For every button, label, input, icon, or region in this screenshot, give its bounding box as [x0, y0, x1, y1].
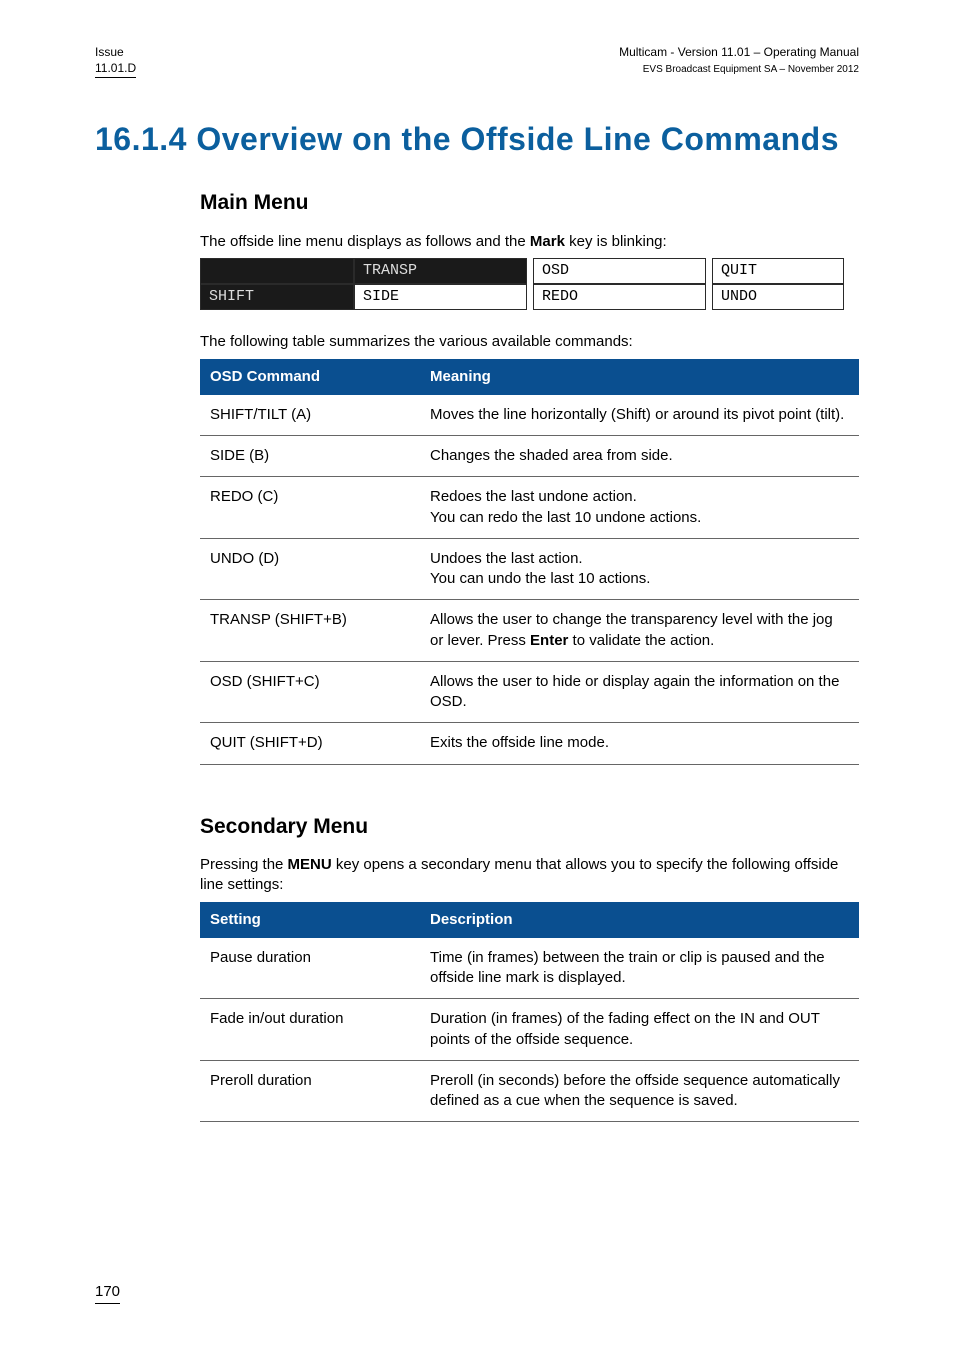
cmd-cell: SHIFT/TILT (A)	[200, 395, 420, 436]
cmd-cell: SIDE (B)	[200, 436, 420, 477]
header-left: Issue 11.01.D	[95, 45, 136, 78]
osd-cell-shift: SHIFT	[200, 284, 354, 310]
settings-th-1: Setting	[200, 902, 420, 938]
secondary-intro-pre: Pressing the	[200, 856, 288, 873]
setting-desc: Preroll (in seconds) before the offside …	[420, 1060, 859, 1122]
intro-line-1-bold: Mark	[530, 233, 565, 250]
settings-th-2: Description	[420, 902, 859, 938]
osd-cell-osd: OSD	[533, 258, 706, 284]
osd-cell-undo: UNDO	[712, 284, 844, 310]
cmd-desc-bold: Enter	[530, 632, 568, 649]
setting-desc: Duration (in frames) of the fading effec…	[420, 999, 859, 1061]
commands-th-1: OSD Command	[200, 359, 420, 395]
table-row: REDO (C) Redoes the last undone action. …	[200, 477, 859, 539]
page-number: 170	[95, 1282, 120, 1304]
osd-cell-empty	[200, 258, 354, 284]
table-row: TRANSP (SHIFT+B) Allows the user to chan…	[200, 600, 859, 662]
cmd-cell: UNDO (D)	[200, 538, 420, 600]
cmd-desc: Changes the shaded area from side.	[420, 436, 859, 477]
cmd-desc: Allows the user to hide or display again…	[420, 661, 859, 723]
osd-cell-side: SIDE	[354, 284, 527, 310]
osd-cell-transp: TRANSP	[354, 258, 527, 284]
header-right: Multicam - Version 11.01 – Operating Man…	[619, 45, 859, 78]
setting-desc: Time (in frames) between the train or cl…	[420, 938, 859, 999]
osd-cell-quit: QUIT	[712, 258, 844, 284]
osd-row-2: SHIFT SIDE REDO UNDO	[200, 284, 859, 310]
cmd-cell: TRANSP (SHIFT+B)	[200, 600, 420, 662]
setting-cell: Preroll duration	[200, 1060, 420, 1122]
table-row: OSD (SHIFT+C) Allows the user to hide or…	[200, 661, 859, 723]
commands-table: OSD Command Meaning SHIFT/TILT (A) Moves…	[200, 359, 859, 765]
table-row: UNDO (D) Undoes the last action. You can…	[200, 538, 859, 600]
secondary-menu-heading: Secondary Menu	[200, 813, 859, 841]
cmd-desc: Allows the user to change the transparen…	[420, 600, 859, 662]
osd-menu: TRANSP OSD QUIT SHIFT SIDE REDO UNDO	[200, 258, 859, 311]
cmd-cell: REDO (C)	[200, 477, 420, 539]
cmd-cell: OSD (SHIFT+C)	[200, 661, 420, 723]
table-row: Pause duration Time (in frames) between …	[200, 938, 859, 999]
cmd-cell: QUIT (SHIFT+D)	[200, 723, 420, 764]
page-header: Issue 11.01.D Multicam - Version 11.01 –…	[95, 45, 859, 78]
intro-line-2: The following table summarizes the vario…	[200, 332, 859, 352]
table-header-row: OSD Command Meaning	[200, 359, 859, 395]
main-menu-heading: Main Menu	[200, 189, 859, 217]
commands-th-2: Meaning	[420, 359, 859, 395]
header-issue-label: Issue	[95, 45, 124, 59]
table-row: SIDE (B) Changes the shaded area from si…	[200, 436, 859, 477]
header-product: Multicam - Version 11.01 – Operating Man…	[619, 45, 859, 59]
intro-line-1: The offside line menu displays as follow…	[200, 232, 859, 252]
header-company: EVS Broadcast Equipment SA – November 20…	[643, 64, 859, 75]
table-row: SHIFT/TILT (A) Moves the line horizontal…	[200, 395, 859, 436]
secondary-intro: Pressing the MENU key opens a secondary …	[200, 855, 859, 896]
intro-line-1-post: key is blinking:	[565, 233, 667, 250]
header-issue-version: 11.01.D	[95, 61, 136, 75]
setting-cell: Fade in/out duration	[200, 999, 420, 1061]
osd-cell-redo: REDO	[533, 284, 706, 310]
cmd-desc: Redoes the last undone action. You can r…	[420, 477, 859, 539]
table-header-row: Setting Description	[200, 902, 859, 938]
cmd-desc: Exits the offside line mode.	[420, 723, 859, 764]
setting-cell: Pause duration	[200, 938, 420, 999]
table-row: QUIT (SHIFT+D) Exits the offside line mo…	[200, 723, 859, 764]
settings-table: Setting Description Pause duration Time …	[200, 902, 859, 1123]
cmd-desc: Moves the line horizontally (Shift) or a…	[420, 395, 859, 436]
section-heading: 16.1.4 Overview on the Offside Line Comm…	[95, 118, 859, 161]
cmd-desc-post: to validate the action.	[568, 632, 714, 649]
secondary-intro-bold: MENU	[288, 856, 332, 873]
table-row: Fade in/out duration Duration (in frames…	[200, 999, 859, 1061]
intro-line-1-pre: The offside line menu displays as follow…	[200, 233, 530, 250]
table-row: Preroll duration Preroll (in seconds) be…	[200, 1060, 859, 1122]
osd-row-1: TRANSP OSD QUIT	[200, 258, 859, 284]
cmd-desc: Undoes the last action. You can undo the…	[420, 538, 859, 600]
